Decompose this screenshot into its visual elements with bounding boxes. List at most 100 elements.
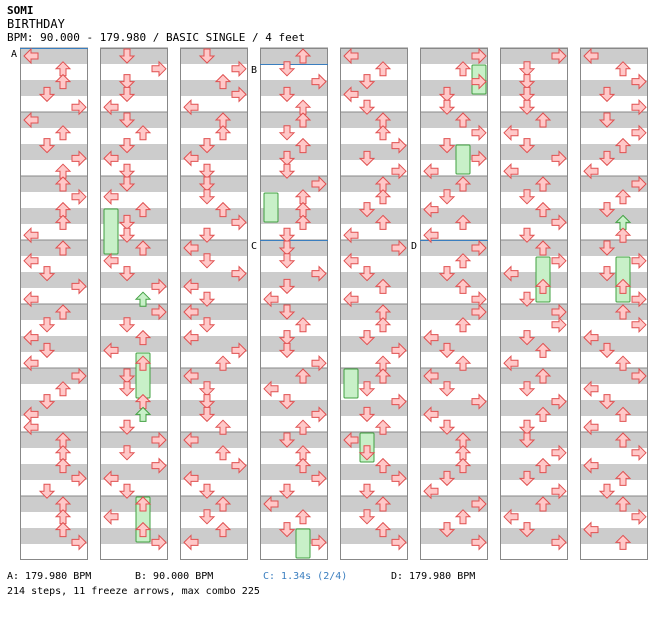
freeze-arrow <box>455 144 471 175</box>
down-arrow <box>598 112 616 128</box>
left-arrow <box>583 521 599 538</box>
freeze-arrow <box>263 192 279 223</box>
beat-stripe <box>500 112 568 128</box>
right-arrow <box>391 470 407 487</box>
down-arrow <box>198 253 216 269</box>
beat-stripe <box>100 528 168 544</box>
down-arrow <box>278 432 296 448</box>
left-arrow <box>183 329 199 346</box>
down-arrow <box>518 138 536 154</box>
right-arrow <box>151 457 167 474</box>
left-arrow <box>583 457 599 474</box>
left-arrow <box>423 367 439 385</box>
down-arrow <box>118 86 136 103</box>
bpm-a-label: A: 179.980 BPM <box>7 571 92 582</box>
beat-stripe <box>180 80 248 96</box>
down-arrow <box>38 483 56 499</box>
down-arrow <box>198 483 216 499</box>
chart-column-border <box>340 48 408 560</box>
right-arrow <box>71 278 87 295</box>
left-arrow <box>503 162 519 180</box>
up-arrow <box>454 317 472 333</box>
beat-stripe <box>260 336 328 352</box>
up-arrow <box>54 73 72 90</box>
right-arrow <box>631 290 647 308</box>
left-arrow <box>23 47 39 65</box>
down-arrow <box>278 483 296 499</box>
left-arrow <box>343 226 359 244</box>
right-arrow <box>151 534 167 551</box>
beat-stripe <box>500 80 568 96</box>
beat-stripe <box>420 176 488 192</box>
down-arrow <box>598 483 616 499</box>
up-arrow <box>214 201 232 218</box>
beat-stripe <box>260 48 328 64</box>
right-arrow <box>551 150 567 167</box>
beat-stripe <box>180 112 248 128</box>
down-arrow <box>358 74 376 90</box>
up-arrow <box>614 189 632 205</box>
beat-stripe <box>260 80 328 96</box>
beat-stripe <box>340 304 408 320</box>
left-arrow <box>23 354 39 372</box>
down-arrow <box>198 291 216 307</box>
up-arrow <box>534 368 552 384</box>
right-arrow <box>471 303 487 321</box>
beat-stripe <box>180 304 248 320</box>
up-arrow <box>294 457 312 474</box>
down-arrow <box>118 163 136 179</box>
down-arrow <box>278 150 296 167</box>
beat-stripe <box>260 400 328 416</box>
down-arrow <box>118 138 136 154</box>
right-arrow <box>71 470 87 487</box>
down-arrow <box>358 381 376 397</box>
left-arrow <box>343 431 359 449</box>
up-arrow <box>614 432 632 448</box>
down-arrow <box>278 304 296 320</box>
right-arrow <box>471 239 487 257</box>
down-arrow <box>118 266 136 282</box>
beat-stripe <box>420 368 488 384</box>
right-arrow <box>551 534 567 551</box>
beat-stripe <box>580 208 648 224</box>
right-arrow <box>631 175 647 193</box>
down-arrow <box>198 138 216 154</box>
up-arrow <box>214 496 232 512</box>
chart-column-border <box>260 48 328 560</box>
up-arrow <box>54 176 72 192</box>
down-arrow <box>278 163 296 179</box>
down-arrow <box>198 176 216 192</box>
beat-stripe <box>180 496 248 512</box>
right-arrow <box>471 495 487 513</box>
freeze-arrow <box>343 368 359 399</box>
left-arrow <box>503 124 519 142</box>
beat-stripe <box>500 336 568 352</box>
beat-stripe <box>580 48 648 64</box>
up-arrow <box>134 201 152 218</box>
left-arrow <box>263 380 279 398</box>
down-arrow <box>358 406 376 423</box>
up-arrow <box>374 214 392 230</box>
freeze-arrow <box>295 528 311 559</box>
down-arrow <box>358 483 376 499</box>
down-arrow <box>518 432 536 448</box>
chart-column-border <box>180 48 248 560</box>
down-arrow <box>278 240 296 256</box>
beat-stripe <box>340 48 408 64</box>
up-arrow <box>134 521 152 538</box>
beat-stripe <box>420 304 488 320</box>
right-arrow <box>391 239 407 257</box>
down-arrow <box>278 125 296 141</box>
right-arrow <box>551 316 567 334</box>
up-arrow <box>294 112 312 128</box>
section-marker-label: B <box>251 65 257 76</box>
beat-stripe <box>260 496 328 512</box>
beat-stripe <box>180 400 248 416</box>
down-arrow <box>598 394 616 410</box>
up-arrow <box>374 189 392 205</box>
beat-stripe <box>100 432 168 448</box>
beat-stripe <box>500 304 568 320</box>
right-arrow <box>311 265 327 282</box>
left-arrow <box>583 418 599 436</box>
beat-stripe <box>420 528 488 544</box>
